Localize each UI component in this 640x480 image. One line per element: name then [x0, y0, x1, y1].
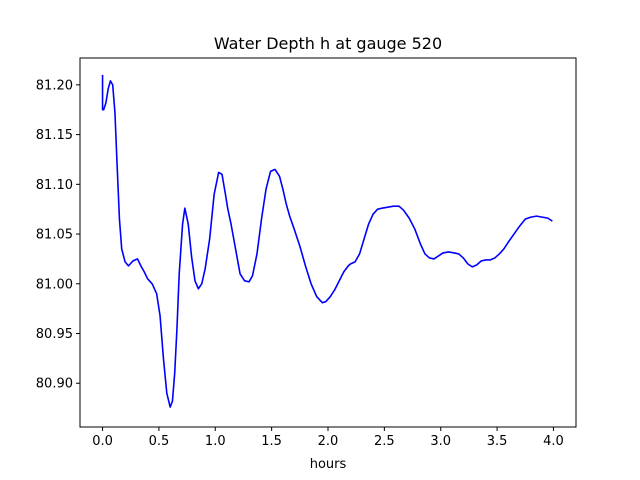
y-tick-label: 81.10 [36, 178, 73, 193]
x-tick-label: 0.5 [149, 434, 170, 449]
x-tick-label: 4.0 [543, 434, 564, 449]
y-axis: 80.90 80.95 81.00 81.05 81.10 81.15 81.20 [36, 78, 80, 392]
plot-area [101, 74, 553, 408]
x-tick-label: 0.0 [92, 434, 113, 449]
x-axis: 0.0 0.5 1.0 1.5 2.0 2.5 3.0 3.5 4.0 [92, 427, 564, 449]
x-tick-label: 3.0 [430, 434, 451, 449]
y-tick-label: 81.20 [36, 78, 73, 93]
chart-title: Water Depth h at gauge 520 [214, 34, 442, 53]
y-tick-label: 81.05 [36, 228, 73, 243]
y-tick-label: 81.00 [36, 277, 73, 292]
x-tick-label: 1.0 [205, 434, 226, 449]
x-tick-label: 1.5 [261, 434, 282, 449]
axes-frame [79, 57, 577, 428]
y-tick-label: 81.15 [36, 128, 73, 143]
y-tick-label: 80.90 [36, 377, 73, 392]
x-tick-label: 2.5 [374, 434, 395, 449]
x-tick-label: 3.5 [487, 434, 508, 449]
series-line [101, 74, 553, 408]
y-tick-label: 80.95 [36, 327, 73, 342]
x-axis-label: hours [310, 457, 347, 472]
x-tick-label: 2.0 [318, 434, 339, 449]
